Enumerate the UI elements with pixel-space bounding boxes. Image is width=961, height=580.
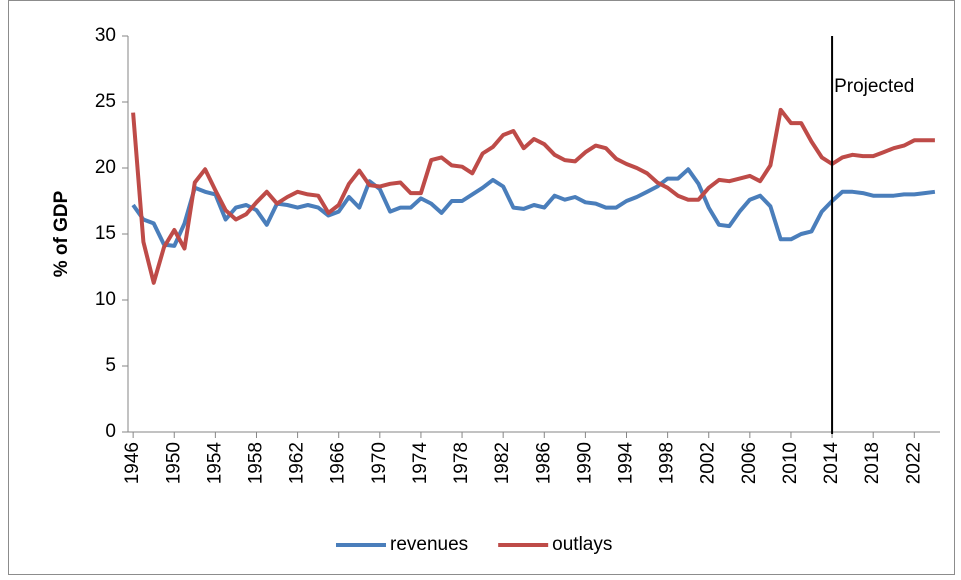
series-line (131, 107, 935, 285)
x-tick-label: 2006 (739, 442, 760, 484)
y-tick-label: 30 (95, 25, 116, 46)
x-tick-label: 1994 (616, 442, 637, 485)
y-tick-label: 20 (95, 157, 116, 178)
x-tick-label: 2010 (780, 442, 801, 484)
x-tick-label: 1954 (204, 442, 225, 485)
y-axis-title: % of GDP (51, 190, 72, 277)
x-tick-label: 1978 (451, 442, 472, 484)
x-tick-label: 1970 (369, 442, 390, 484)
x-tick-label: 1990 (574, 442, 595, 484)
x-tick-label: 1974 (410, 442, 431, 485)
x-tick-label: 1982 (492, 442, 513, 484)
legend-label: outlays (552, 534, 612, 555)
annotation: Projected (834, 76, 914, 97)
x-tick-label: 1998 (657, 442, 678, 484)
legend-label: revenues (390, 534, 468, 555)
x-tick-label: 2018 (862, 442, 883, 484)
x-tick-label: 1966 (328, 442, 349, 484)
x-tick-label: 2014 (821, 442, 842, 485)
series-line (131, 167, 936, 248)
x-tick-label: 1962 (287, 442, 308, 484)
x-tick-label: 1986 (533, 442, 554, 484)
y-tick-label: 15 (95, 223, 116, 244)
y-tick-label: 25 (95, 91, 116, 112)
y-tick-label: 5 (105, 355, 116, 376)
x-tick-label: 2022 (903, 442, 924, 484)
x-tick-label: 1958 (245, 442, 266, 484)
x-tick-label: 1946 (122, 442, 143, 484)
x-tick-label: 1950 (163, 442, 184, 484)
x-tick-label: 2002 (698, 442, 719, 484)
chart-frame (8, 0, 955, 575)
y-tick-label: 10 (95, 289, 116, 310)
y-tick-label: 0 (105, 421, 116, 442)
